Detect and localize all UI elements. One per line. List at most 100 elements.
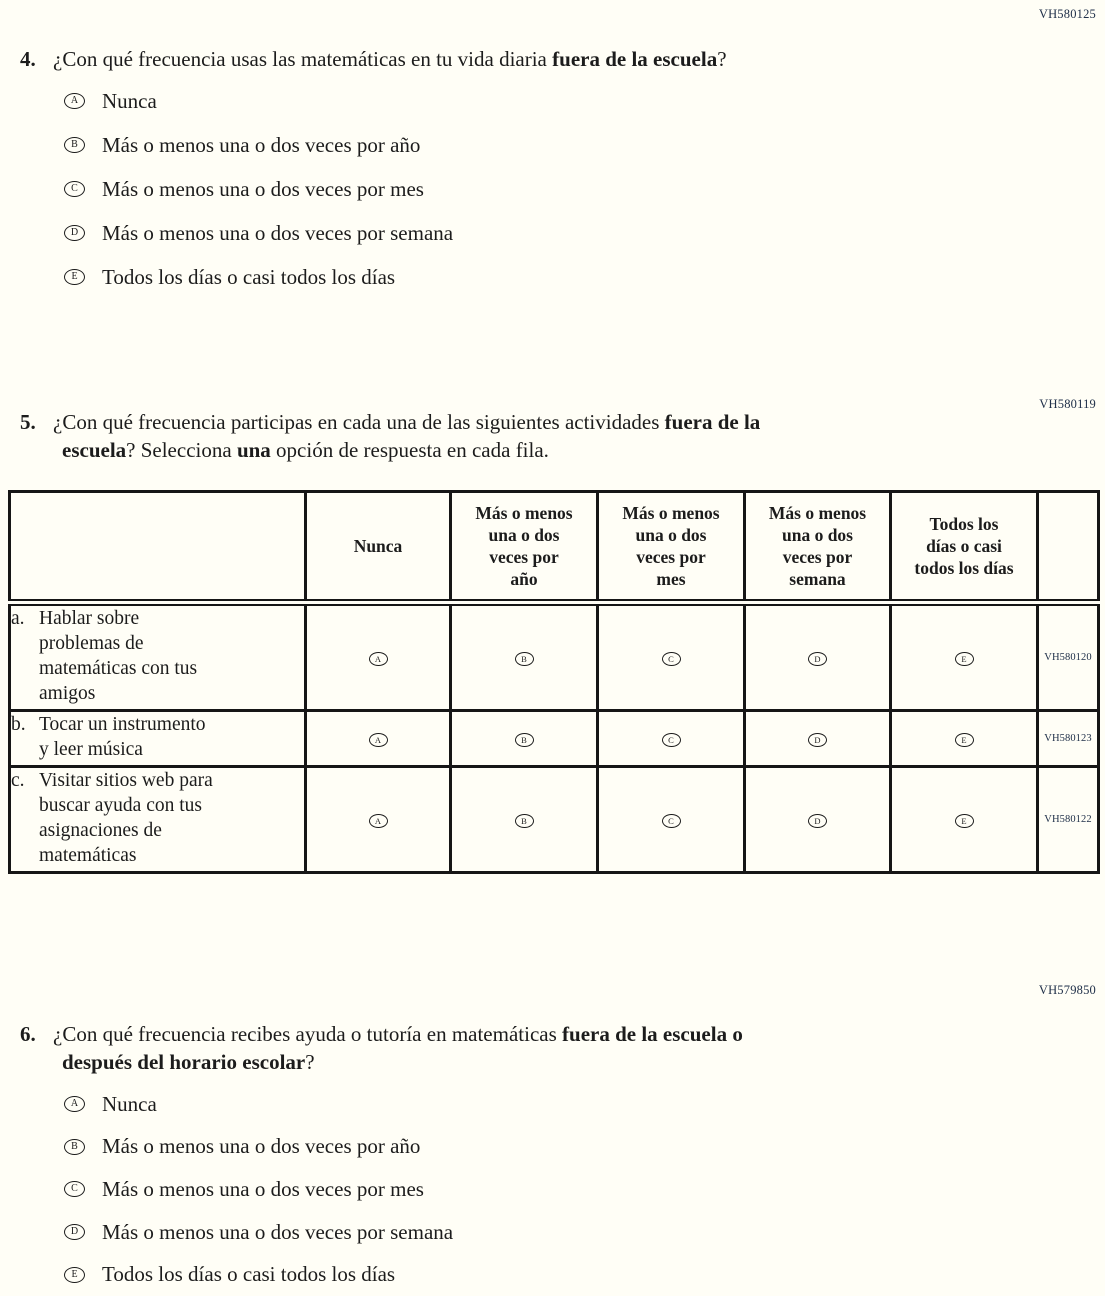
prompt-bold-text: después del horario escolar [62,1049,306,1074]
prompt-text: ¿Con qué frecuencia participas en cada u… [53,410,665,434]
prompt-bold-text: fuera de la escuela [552,47,718,71]
prompt-text: opción de respuesta en cada fila. [270,437,549,462]
option-letter: A [374,734,382,745]
question-6-options: A Nunca B Más o menos una o dos veces por a… [64,1083,453,1296]
option-bubble-e[interactable]: E [954,732,974,747]
table-row-c: c. Visitar sitios web para buscar ayuda c… [8,765,1100,874]
option-bubble-e[interactable]: E [954,651,974,666]
answer-option-c: C Más o menos una o dos veces por mes [64,167,453,211]
option-bubble-a[interactable]: A [368,732,388,747]
option-letter: C [71,183,78,194]
table-row-b: b. Tocar un instrumento y leer música A B C D… [8,709,1100,768]
option-bubble-d[interactable]: D [808,732,827,747]
option-bubble-d[interactable]: D [808,813,827,828]
option-letter: A [374,815,382,826]
prompt-text: ¿Con qué frecuencia usas las matemáticas… [53,47,553,71]
column-header-text: Más o menos una o dos veces por semana [768,503,867,589]
option-label: Todos los días o casi todos los días [102,264,396,289]
option-letter: C [668,653,674,664]
prompt-text: ¿Con qué frecuencia recibes ayuda o tuto… [53,1022,563,1046]
option-bubble-c[interactable]: C [661,651,681,666]
column-header: Todos los días o casi todos los días [889,490,1039,606]
option-bubble-d[interactable]: D [808,651,827,666]
option-label: Más o menos una o dos veces por mes [102,1176,424,1201]
option-bubble-c[interactable]: C [64,1181,85,1198]
bubble-cell: A [304,601,452,712]
bubble-cell: E [889,709,1039,768]
column-header-text: Nunca [353,536,403,556]
row-label-cell: c. Visitar sitios web para buscar ayuda c… [8,765,307,874]
bubble-cell: E [889,765,1039,874]
row-letter: b. [11,714,26,735]
option-bubble-c[interactable]: C [661,732,681,747]
option-bubble-b[interactable]: B [514,732,534,747]
option-letter: A [70,1098,79,1110]
table-body: a. Hablar sobre problemas de matemáticas … [8,601,1100,874]
column-header-text: Más o menos una o dos veces por año [475,503,573,589]
option-letter: E [961,815,967,826]
option-letter: D [70,227,79,238]
option-label: Más o menos una o dos veces por año [102,1134,421,1159]
option-letter: C [71,1183,78,1195]
row-letter: a. [11,608,25,629]
option-bubble-c[interactable]: C [661,813,681,828]
answer-option-b: B Más o menos una o dos veces por año [64,123,453,167]
bubble-cell: C [596,601,746,712]
bubble-cell: C [596,709,746,768]
option-bubble-a[interactable]: A [368,813,388,828]
column-header-empty [8,490,307,606]
option-letter: D [70,1226,79,1238]
option-letter: A [70,95,79,106]
option-bubble-d[interactable]: D [64,1224,85,1241]
question-5-prompt: ¿Con qué frecuencia participas en cada u… [53,409,1002,464]
question-4-number: 4. [20,47,36,71]
option-bubble-b[interactable]: B [514,651,534,666]
row-letter: c. [11,770,25,791]
option-letter: B [71,139,78,150]
answer-option-e: E Todos los días o casi todos los días [64,1253,453,1296]
option-bubble-a[interactable]: A [64,1096,85,1113]
option-letter: A [374,653,382,664]
option-label: Nunca [102,88,157,113]
option-bubble-a[interactable]: A [368,651,388,666]
question-4-prompt: ¿Con qué frecuencia usas las matemáticas… [53,46,1002,74]
option-label: Más o menos una o dos veces por semana [102,220,454,245]
row-item-code: VH580120 [1036,601,1100,712]
item-code-q4: VH580125 [1038,7,1096,21]
option-label: Todos los días o casi todos los días [102,1262,396,1287]
option-letter: C [668,815,674,826]
question-6-prompt: ¿Con qué frecuencia recibes ayuda o tuto… [53,1021,1002,1076]
column-header-empty [1036,490,1100,606]
bubble-cell: D [743,709,892,768]
prompt-text: ? Selecciona [126,437,237,462]
option-bubble-a[interactable]: A [64,93,85,109]
option-bubble-d[interactable]: D [64,225,85,241]
column-header-text: Todos los días o casi todos los días [914,514,1014,578]
option-bubble-b[interactable]: B [64,1138,85,1155]
row-label-cell: b. Tocar un instrumento y leer música [8,709,307,768]
row-item-code: VH580123 [1036,709,1100,768]
option-bubble-c[interactable]: C [64,181,85,197]
option-letter: E [71,1268,78,1280]
option-label: Más o menos una o dos veces por año [102,132,421,157]
option-letter: B [521,734,527,745]
prompt-bold-text: una [236,437,271,462]
q5-frequency-table: Nunca Más o menos una o dos veces por año… [8,490,1100,874]
answer-option-b: B Más o menos una o dos veces por año [64,1126,453,1169]
prompt-bold-text: escuela [62,437,127,462]
bubble-cell: B [449,709,599,768]
option-bubble-e[interactable]: E [64,1266,85,1283]
option-bubble-e[interactable]: E [64,269,85,285]
option-bubble-b[interactable]: B [64,137,85,153]
row-label: Visitar sitios web para buscar ayuda con… [39,770,213,866]
answer-option-a: A Nunca [64,1083,453,1126]
answer-option-d: D Más o menos una o dos veces por semana [64,211,453,255]
option-bubble-b[interactable]: B [514,813,534,828]
option-letter: B [71,1140,78,1152]
option-bubble-e[interactable]: E [954,813,974,828]
bubble-cell: C [596,765,746,874]
question-6-number: 6. [20,1022,36,1046]
prompt-bold-text: fuera de la [664,410,761,434]
option-letter: D [814,734,821,745]
bubble-cell: B [449,601,599,712]
